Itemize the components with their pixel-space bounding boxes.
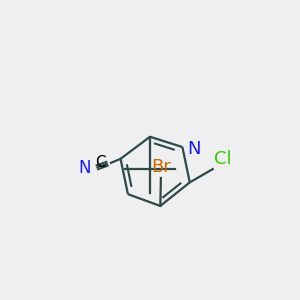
Text: Br: Br bbox=[151, 158, 171, 176]
Text: C: C bbox=[95, 155, 105, 170]
Text: N: N bbox=[188, 140, 201, 158]
Text: N: N bbox=[78, 158, 91, 176]
Text: Cl: Cl bbox=[214, 150, 232, 168]
